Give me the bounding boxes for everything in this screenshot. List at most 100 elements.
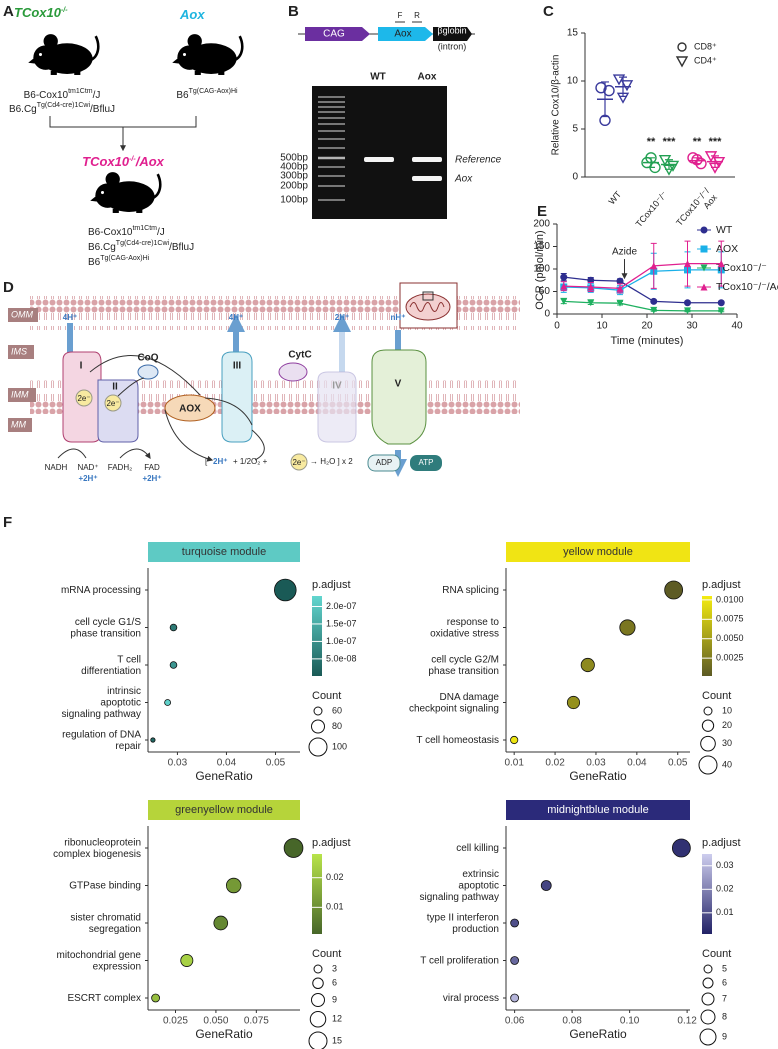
substrate-label: FAD [144, 463, 160, 472]
dot [619, 619, 636, 636]
size-legend-dot [312, 977, 324, 989]
data-point [560, 273, 568, 281]
significance-label: ** [693, 136, 702, 148]
substrate-label: NAD⁺ [77, 463, 98, 472]
significance-label: *** [709, 136, 723, 148]
dot [274, 578, 297, 602]
ladder-label: 500bp [280, 153, 308, 164]
size-legend-label: 5 [722, 963, 727, 973]
size-legend-dot [700, 1009, 716, 1025]
multiline-label: ribonucleoprotein complex biogenesis [53, 837, 141, 860]
multiline-label: RNA splicing [442, 585, 499, 596]
data-point [684, 307, 691, 315]
x-axis-label: GeneRatio [195, 1027, 253, 1041]
x-axis-label: GeneRatio [569, 769, 627, 783]
carrier-label: CoQ [137, 353, 158, 364]
x-tick-label: 10 [596, 321, 608, 332]
panel-label: D [3, 279, 14, 296]
x-tick-label: 0.01 [504, 758, 524, 769]
legend-label: TCox10⁻/⁻/Aox [716, 281, 778, 293]
genotype-text: TCox10-/-/Aox [82, 154, 165, 169]
color-tick-label: 0.0075 [716, 614, 744, 624]
text-segment: -/- [61, 7, 68, 14]
size-legend-label: 9 [722, 1031, 727, 1041]
size-legend-label: 9 [332, 994, 337, 1004]
label-line: WT [607, 189, 624, 207]
multiline-label: response to oxidative stress [430, 616, 499, 639]
membrane-diagram [8, 282, 520, 477]
data-point [616, 277, 624, 285]
data-point [603, 84, 615, 97]
mouse-icon [90, 170, 162, 214]
size-legend-label: 12 [332, 1014, 342, 1024]
label-line: mitochondrial gene [57, 949, 142, 960]
data-point [560, 282, 568, 290]
text-segment: B6-Cox10 [24, 90, 69, 101]
membrane-label: MM [11, 419, 26, 429]
dot [283, 838, 304, 858]
color-tick-label: 0.02 [326, 872, 344, 882]
size-legend-dot [701, 992, 715, 1006]
legend-title: Count [312, 690, 341, 702]
y-tick-label: 5 [572, 124, 578, 135]
genotype-text: B6.CgTg(Cd4-cre)1Cwi/BfluJ [9, 102, 115, 115]
error-bar [693, 157, 701, 165]
data-point [684, 260, 691, 268]
dot [169, 623, 178, 632]
multiline-label: GTPase binding [69, 880, 141, 891]
color-tick-label: 0.01 [716, 907, 734, 917]
construct-label: (intron) [438, 41, 467, 51]
series-line [563, 269, 722, 291]
series-line [563, 300, 722, 312]
text-segment: B6 [88, 257, 101, 268]
data-point [650, 306, 658, 314]
module-title: midnightblue module [547, 804, 649, 816]
module-title-box [148, 542, 300, 562]
text-segment: /J [157, 227, 165, 238]
ladder-label: 200bp [280, 181, 308, 192]
multiline-label: TCox10⁻/⁻/Aox [674, 186, 719, 234]
dot [671, 838, 691, 858]
color-tick-label: 5.0e-08 [326, 653, 357, 663]
carrier-label: CytC [288, 350, 311, 361]
size-legend-label: 80 [332, 721, 342, 731]
label-line: intrinsic [107, 686, 141, 697]
size-legend-dot [308, 1031, 328, 1049]
module-title: turquoise module [182, 546, 266, 558]
color-tick-label: 0.03 [716, 860, 734, 870]
size-legend-label: 7 [722, 993, 727, 1003]
data-point [587, 299, 595, 307]
x-tick-label: 0.04 [627, 758, 647, 769]
ladder-label: 300bp [280, 171, 308, 182]
multiline-label: mRNA processing [61, 585, 141, 596]
legend-title: p.adjust [312, 579, 351, 591]
legend-title: p.adjust [702, 579, 741, 591]
multiline-label: sister chromatid segregation [70, 912, 141, 935]
label-line: RNA splicing [442, 585, 499, 596]
y-tick-label: 0 [544, 309, 550, 320]
size-legend-label: 100 [332, 741, 347, 751]
dot [150, 737, 156, 743]
text-segment: Tg(Cd4-cre)1Cwi [37, 102, 91, 109]
multiline-label: ESCRT complex [67, 993, 141, 1004]
label-line: T cell homeostasis [416, 735, 499, 746]
x-tick-label: 0.050 [203, 1016, 228, 1027]
multiline-label: viral process [443, 993, 499, 1004]
multiline-label: intrinsic apoptotic signaling pathway [62, 686, 142, 720]
size-legend-label: 6 [722, 977, 727, 987]
membrane-label: IMM [11, 389, 29, 399]
data-point [717, 307, 725, 315]
x-tick-label: 20 [641, 321, 653, 332]
legend-marker [700, 264, 708, 272]
complex-label: V [395, 379, 402, 390]
multiline-label: cell cycle G2/M phase transition [428, 654, 499, 677]
label-line: expression [93, 961, 141, 972]
legend-label: AOX [716, 243, 738, 255]
label-line: signaling pathway [420, 892, 500, 903]
multiline-label: T cell proliferation [420, 955, 499, 966]
x-axis-label: Time (minutes) [611, 335, 684, 347]
genotype-text: B6-Cox10tm1Ctm/J [24, 88, 101, 101]
multiline-label: mitochondrial gene expression [57, 949, 142, 972]
